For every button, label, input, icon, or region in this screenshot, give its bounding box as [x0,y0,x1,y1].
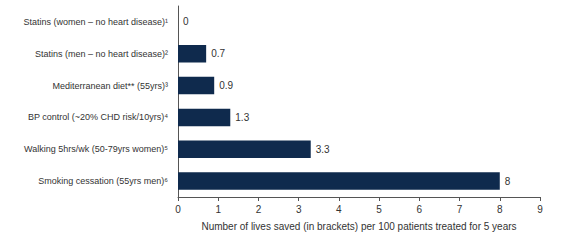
svg-text:Mediterranean diet** (55yrs)³: Mediterranean diet** (55yrs)³ [52,81,168,91]
svg-text:1: 1 [215,204,221,215]
svg-text:0.9: 0.9 [219,80,233,91]
svg-text:Walking 5hrs/wk (50-79yrs wome: Walking 5hrs/wk (50-79yrs women)⁵ [24,144,168,154]
svg-text:2: 2 [256,204,262,215]
svg-text:7: 7 [457,204,463,215]
svg-text:3: 3 [296,204,302,215]
svg-text:8: 8 [505,176,511,187]
svg-text:5: 5 [376,204,382,215]
svg-text:0: 0 [175,204,181,215]
svg-text:0.7: 0.7 [211,48,225,59]
svg-text:6: 6 [417,204,423,215]
svg-text:BP control (~20% CHD risk/10yr: BP control (~20% CHD risk/10yrs)⁴ [28,112,168,122]
svg-text:Number of lives saved (in brac: Number of lives saved (in brackets) per … [201,221,516,232]
svg-text:3.3: 3.3 [316,144,330,155]
svg-text:Statins (men – no heart diseas: Statins (men – no heart disease)² [35,49,168,59]
svg-text:9: 9 [537,204,543,215]
svg-text:Statins (women – no heart dise: Statins (women – no heart disease)¹ [23,17,168,27]
svg-text:Smoking cessation (55yrs men)⁶: Smoking cessation (55yrs men)⁶ [38,176,168,186]
svg-text:1.3: 1.3 [235,112,249,123]
svg-text:4: 4 [336,204,342,215]
svg-text:0: 0 [183,16,189,27]
svg-text:8: 8 [497,204,503,215]
